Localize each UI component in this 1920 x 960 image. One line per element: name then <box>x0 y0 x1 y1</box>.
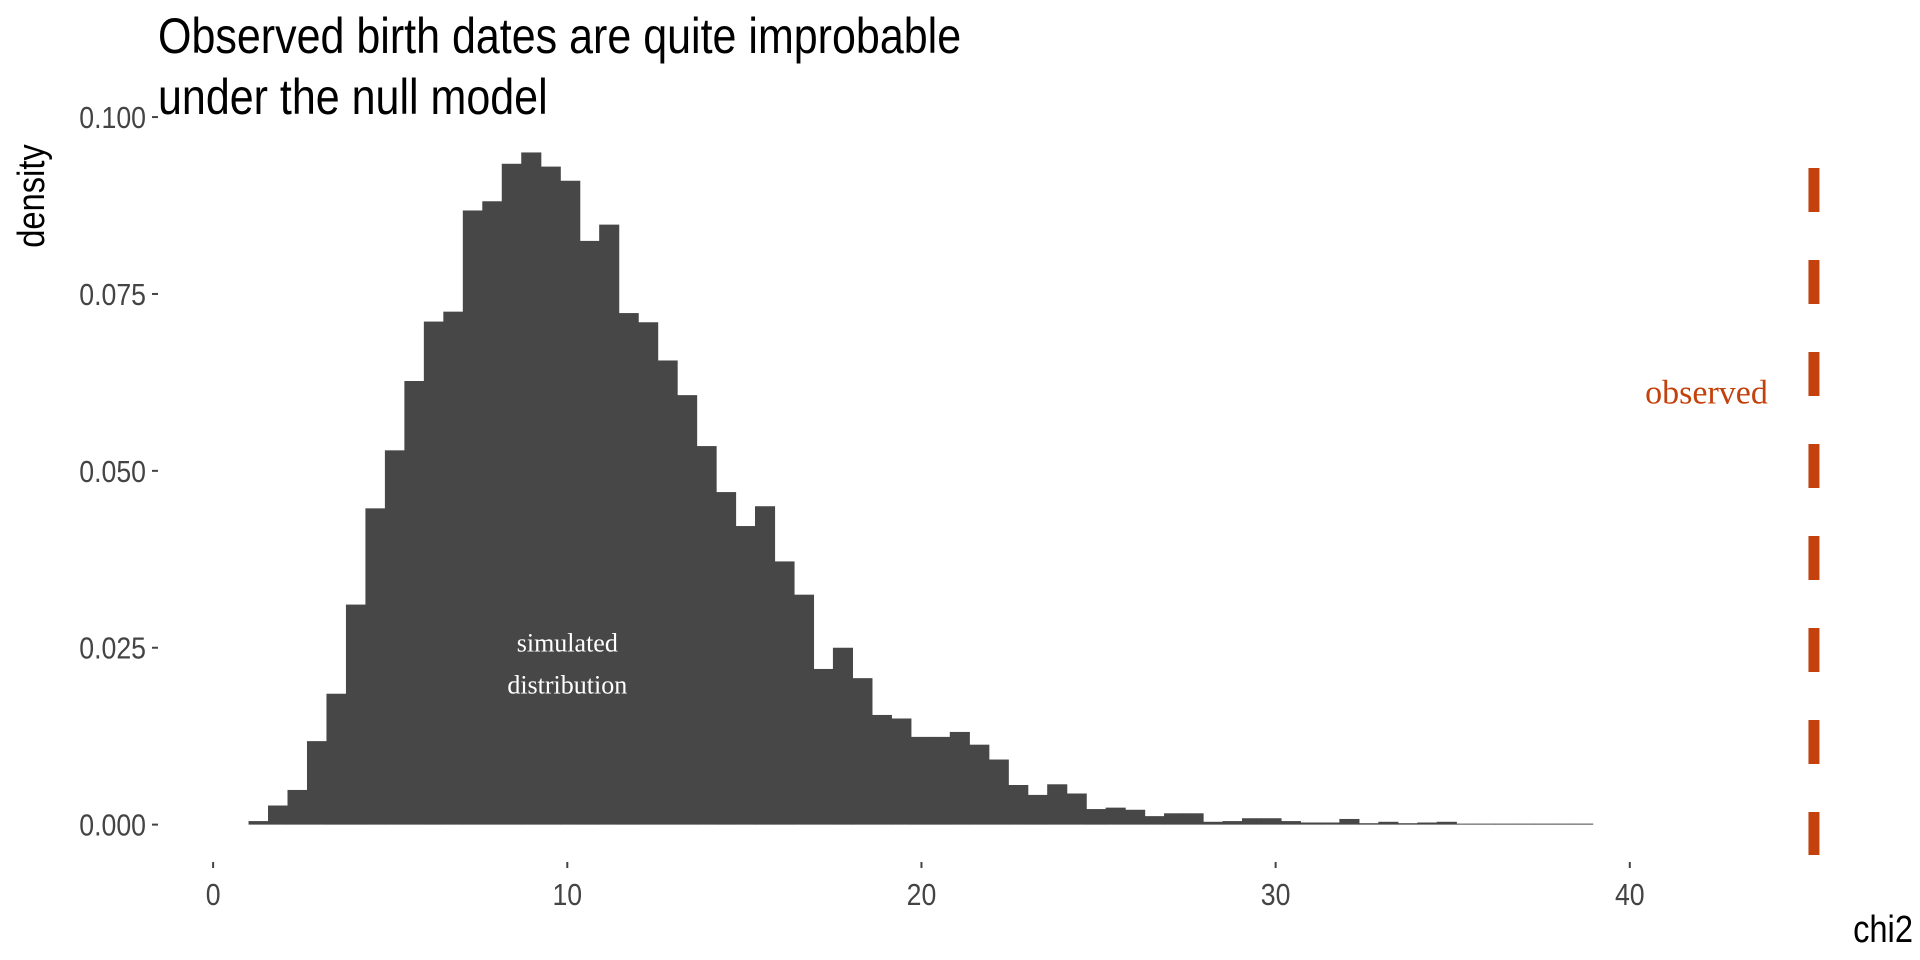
histogram-bar <box>969 744 990 825</box>
histogram-bar <box>1027 794 1048 825</box>
x-tick-label: 20 <box>907 878 937 912</box>
histogram-bar <box>1008 785 1029 825</box>
y-axis-label: density <box>10 144 53 248</box>
histogram-bar <box>599 224 620 825</box>
histogram-bar <box>540 166 561 825</box>
x-axis-label: chi2 <box>1853 908 1913 951</box>
histogram-bar <box>1222 821 1243 825</box>
axis-labels: chi2 density <box>10 144 1913 951</box>
observed-label: observed <box>1645 375 1768 412</box>
x-tick-label: 40 <box>1615 878 1645 912</box>
histogram-bar <box>1144 816 1165 825</box>
histogram-bar <box>1280 821 1302 825</box>
y-tick-label: 0.075 <box>79 278 146 312</box>
histogram-bar <box>1397 823 1418 825</box>
histogram-bar <box>1105 807 1126 825</box>
histogram-bar <box>1183 813 1204 825</box>
histogram-bar <box>248 821 269 825</box>
histogram-bar <box>345 604 367 825</box>
y-axis: 0.000 0.025 0.050 0.075 0.100 <box>79 101 158 843</box>
y-tick-label: 0.025 <box>79 632 146 666</box>
histogram-bar <box>774 561 795 825</box>
histogram-bar <box>813 668 834 825</box>
histogram-bar <box>793 594 815 825</box>
histogram-bar <box>1261 818 1282 825</box>
chart-title-line-2: under the null model <box>158 69 548 125</box>
histogram-bar <box>1456 823 1477 825</box>
histogram-bar <box>696 446 717 825</box>
histogram-bar <box>1241 818 1263 825</box>
histogram-bar <box>365 508 386 825</box>
histogram-bar <box>462 210 483 825</box>
simulated-distribution-label: simulated distribution <box>507 628 627 699</box>
annotations: observed simulated distribution <box>507 168 1820 855</box>
histogram-bar <box>871 714 892 825</box>
histogram-bar <box>1495 823 1516 825</box>
histogram-bar <box>1319 822 1340 825</box>
histogram-bar <box>1378 821 1399 825</box>
histogram-bar <box>677 395 698 825</box>
histogram-bar <box>579 240 600 825</box>
histogram-bar <box>1339 818 1360 825</box>
histogram-bars <box>248 152 1594 825</box>
histogram-bar <box>832 647 853 825</box>
histogram-bar <box>1417 822 1438 825</box>
histogram-bar <box>482 201 503 825</box>
histogram-bar <box>988 759 1009 825</box>
histogram-bar <box>1047 784 1068 825</box>
histogram-bar <box>1066 793 1087 825</box>
y-tick-label: 0.100 <box>79 101 146 135</box>
simulated-label-line: distribution <box>507 670 627 699</box>
histogram-bar <box>1125 809 1146 825</box>
y-tick-label: 0.050 <box>79 455 146 489</box>
histogram-bar <box>1164 813 1185 825</box>
chart-title: Observed birth dates are quite improbabl… <box>158 6 961 128</box>
x-tick-label: 30 <box>1261 878 1291 912</box>
histogram-bar <box>404 380 425 825</box>
x-axis: 0 10 20 30 40 <box>206 862 1645 913</box>
histogram-bar <box>326 693 347 825</box>
histogram-bar <box>1534 823 1555 825</box>
histogram-bar <box>1358 823 1379 825</box>
histogram-bar <box>1436 821 1457 825</box>
histogram-bar <box>521 152 542 825</box>
histogram-bar <box>618 313 639 825</box>
x-tick-label: 0 <box>206 878 221 912</box>
histogram-bar <box>1300 822 1321 825</box>
histogram-bar <box>1086 809 1107 825</box>
histogram-bar <box>423 321 444 825</box>
histogram-bar <box>930 736 951 825</box>
x-tick-label: 10 <box>552 878 582 912</box>
histogram-bar <box>657 360 678 825</box>
histogram-bar <box>638 322 659 825</box>
histogram-bar <box>755 506 776 825</box>
histogram-bar <box>891 718 912 825</box>
histogram-bar <box>1475 823 1496 825</box>
histogram-bar <box>1203 821 1224 825</box>
histogram-bar <box>1514 823 1535 825</box>
histogram-bar <box>501 163 522 825</box>
histogram-bar <box>443 311 464 825</box>
histogram-bar <box>306 741 328 825</box>
histogram-bar <box>287 789 308 825</box>
histogram-bar <box>560 180 581 825</box>
histogram-bar <box>268 805 289 825</box>
histogram-bar <box>384 450 405 825</box>
chart-title-line-1: Observed birth dates are quite improbabl… <box>158 8 962 64</box>
histogram-bar <box>735 526 756 825</box>
histogram-bar <box>1553 823 1574 825</box>
histogram-bar <box>716 492 737 825</box>
histogram-bar <box>949 731 970 825</box>
y-tick-label: 0.000 <box>79 809 146 843</box>
histogram-bar <box>910 736 931 825</box>
histogram-bar <box>852 678 873 825</box>
histogram-bar <box>1573 823 1594 825</box>
simulated-label-line: simulated <box>517 628 618 657</box>
